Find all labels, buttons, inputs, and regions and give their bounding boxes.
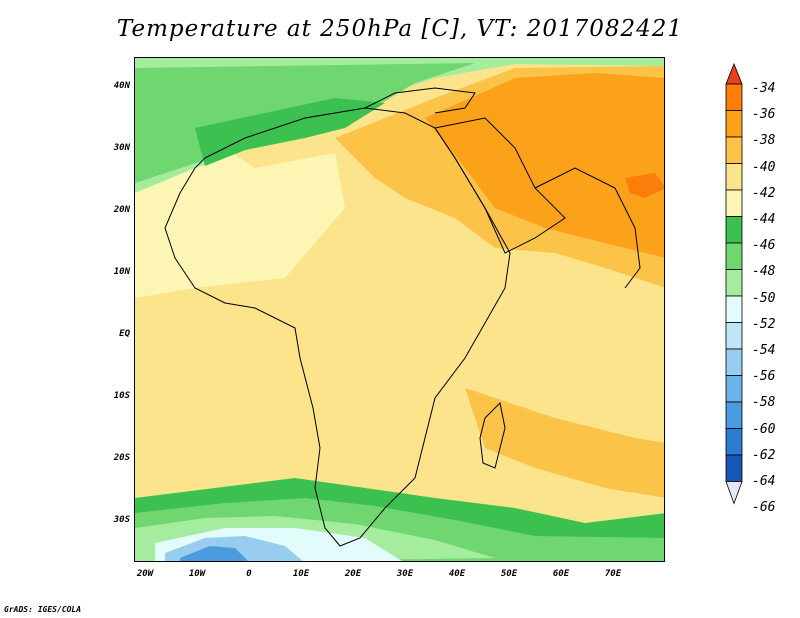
lon-label-70e: 70E: [604, 569, 622, 579]
lat-label-10s: 10S: [113, 391, 130, 401]
temperature-field: [135, 58, 664, 561]
colorbar-label: -58: [752, 395, 776, 411]
colorbar-swatch: [725, 216, 743, 244]
colorbar-swatch: [725, 189, 743, 217]
colorbar-swatch: [725, 348, 743, 376]
lon-label-40e: 40E: [448, 569, 466, 579]
colorbar-swatch: [725, 375, 743, 403]
colorbar-swatch: [725, 454, 743, 482]
mediterranean-coastline: [364, 87, 476, 114]
colorbar-swatch: [725, 295, 743, 323]
field-minus60-south: [180, 546, 248, 561]
colorbar-swatch: [725, 428, 743, 456]
colorbar-label: -40: [752, 159, 776, 175]
colorbar-swatch: [725, 163, 743, 191]
colorbar-label: -56: [752, 369, 776, 385]
colorbar-swatch: [725, 322, 743, 350]
field-minus38-middle-east: [425, 73, 664, 258]
colorbar-label: -50: [752, 290, 776, 306]
lat-label-20n: 20N: [113, 205, 130, 215]
lat-label-30s: 30S: [113, 515, 130, 525]
lon-label-20e: 20E: [344, 569, 362, 579]
colorbar-arrow-bottom: [725, 481, 743, 505]
lon-label-10e: 10E: [292, 569, 310, 579]
lat-label-40n: 40N: [113, 81, 130, 91]
colorbar-label: -38: [752, 133, 776, 149]
colorbar-swatch: [725, 401, 743, 429]
lon-label-50e: 50E: [500, 569, 518, 579]
colorbar-label: -46: [752, 238, 776, 254]
arabia-coastline: [434, 117, 566, 254]
lon-label-20w: 20W: [136, 569, 154, 579]
colorbar-label: -42: [752, 185, 776, 201]
lat-label-10n: 10N: [113, 267, 130, 277]
madagascar-coastline: [479, 401, 506, 469]
colorbar-swatch: [725, 110, 743, 138]
lon-label-60e: 60E: [552, 569, 570, 579]
colorbar-label: -54: [752, 343, 776, 358]
colorbar: [725, 62, 743, 505]
colorbar-swatch: [725, 269, 743, 297]
colorbar-label: -44: [752, 212, 776, 227]
colorbar-label: -52: [752, 316, 776, 332]
lat-label-20s: 20S: [113, 453, 130, 463]
colorbar-swatch: [725, 136, 743, 164]
field-minus46-north: [195, 98, 385, 166]
lon-label-0: 0: [246, 569, 252, 579]
field-minus36-india: [625, 173, 664, 198]
colorbar-label: -34: [752, 81, 776, 96]
lat-label-30n: 30N: [113, 143, 130, 153]
colorbar-label: -64: [752, 474, 776, 489]
grads-credit: GrADS: IGES/COLA: [4, 605, 82, 614]
lon-label-30e: 30E: [396, 569, 414, 579]
lat-label-eq: EQ: [119, 329, 130, 339]
india-coastline: [534, 167, 641, 289]
colorbar-label: -62: [752, 447, 776, 463]
lon-label-10w: 10W: [188, 569, 206, 579]
map-title: Temperature at 250hPa [C], VT: 201708242…: [116, 16, 684, 42]
colorbar-label: -48: [752, 264, 776, 280]
colorbar-label: -36: [752, 107, 776, 123]
field-minus40-south: [465, 388, 664, 498]
colorbar-swatch: [725, 242, 743, 270]
colorbar-label: -66: [752, 500, 776, 516]
colorbar-label: -60: [752, 421, 776, 437]
colorbar-swatch: [725, 83, 743, 111]
colorbar-arrow-top: [725, 62, 743, 85]
temperature-map: [134, 57, 665, 562]
